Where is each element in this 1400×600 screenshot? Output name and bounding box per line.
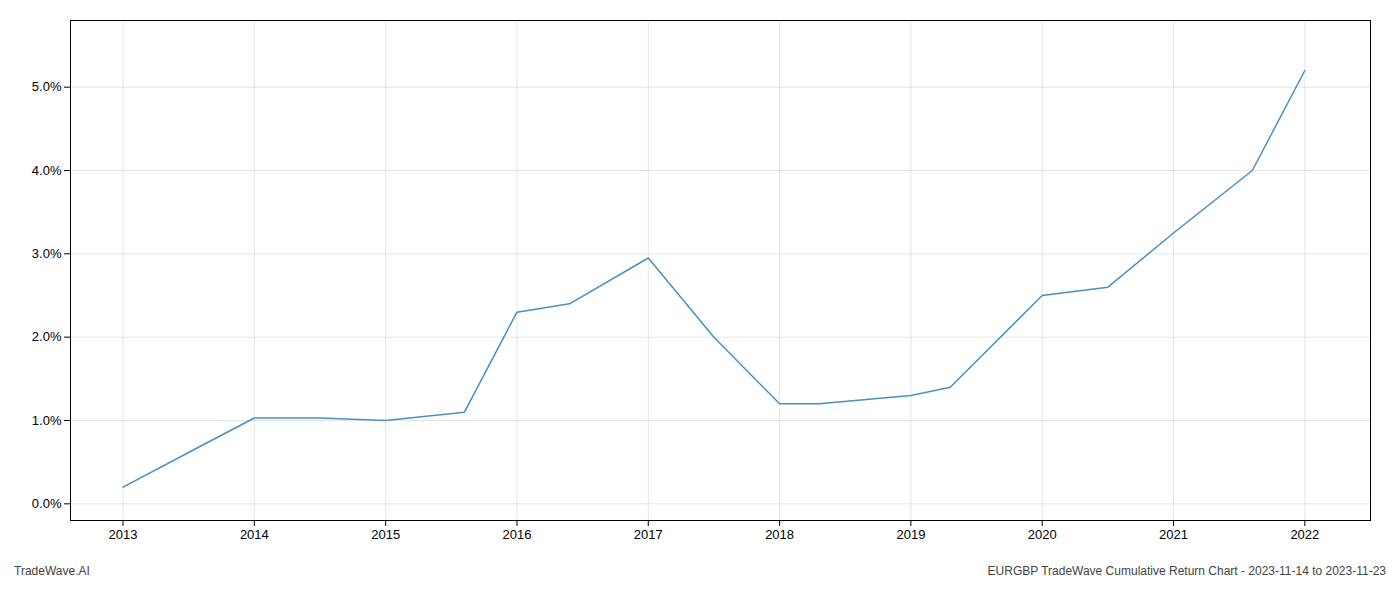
svg-text:3.0%: 3.0% [32, 246, 62, 261]
svg-text:5.0%: 5.0% [32, 79, 62, 94]
html-text:EURGBP TradeWave Cumulative Re: EURGBP TradeWave Cumulative Return Chart… [987, 564, 1386, 578]
svg-text:0.0%: 0.0% [32, 496, 62, 511]
svg-text:2018: 2018 [765, 527, 794, 542]
svg-text:2013: 2013 [109, 527, 138, 542]
svg-text:2022: 2022 [1290, 527, 1319, 542]
svg-text:2014: 2014 [240, 527, 269, 542]
svg-text:2021: 2021 [1159, 527, 1188, 542]
svg-text:1.0%: 1.0% [32, 413, 62, 428]
svg-text:2020: 2020 [1028, 527, 1057, 542]
svg-text:2015: 2015 [371, 527, 400, 542]
svg-text:2016: 2016 [503, 527, 532, 542]
svg-text:4.0%: 4.0% [32, 163, 62, 178]
svg-text:2019: 2019 [896, 527, 925, 542]
svg-text:2.0%: 2.0% [32, 329, 62, 344]
svg-text:2017: 2017 [634, 527, 663, 542]
html-text:TradeWave.AI: TradeWave.AI [14, 564, 90, 578]
